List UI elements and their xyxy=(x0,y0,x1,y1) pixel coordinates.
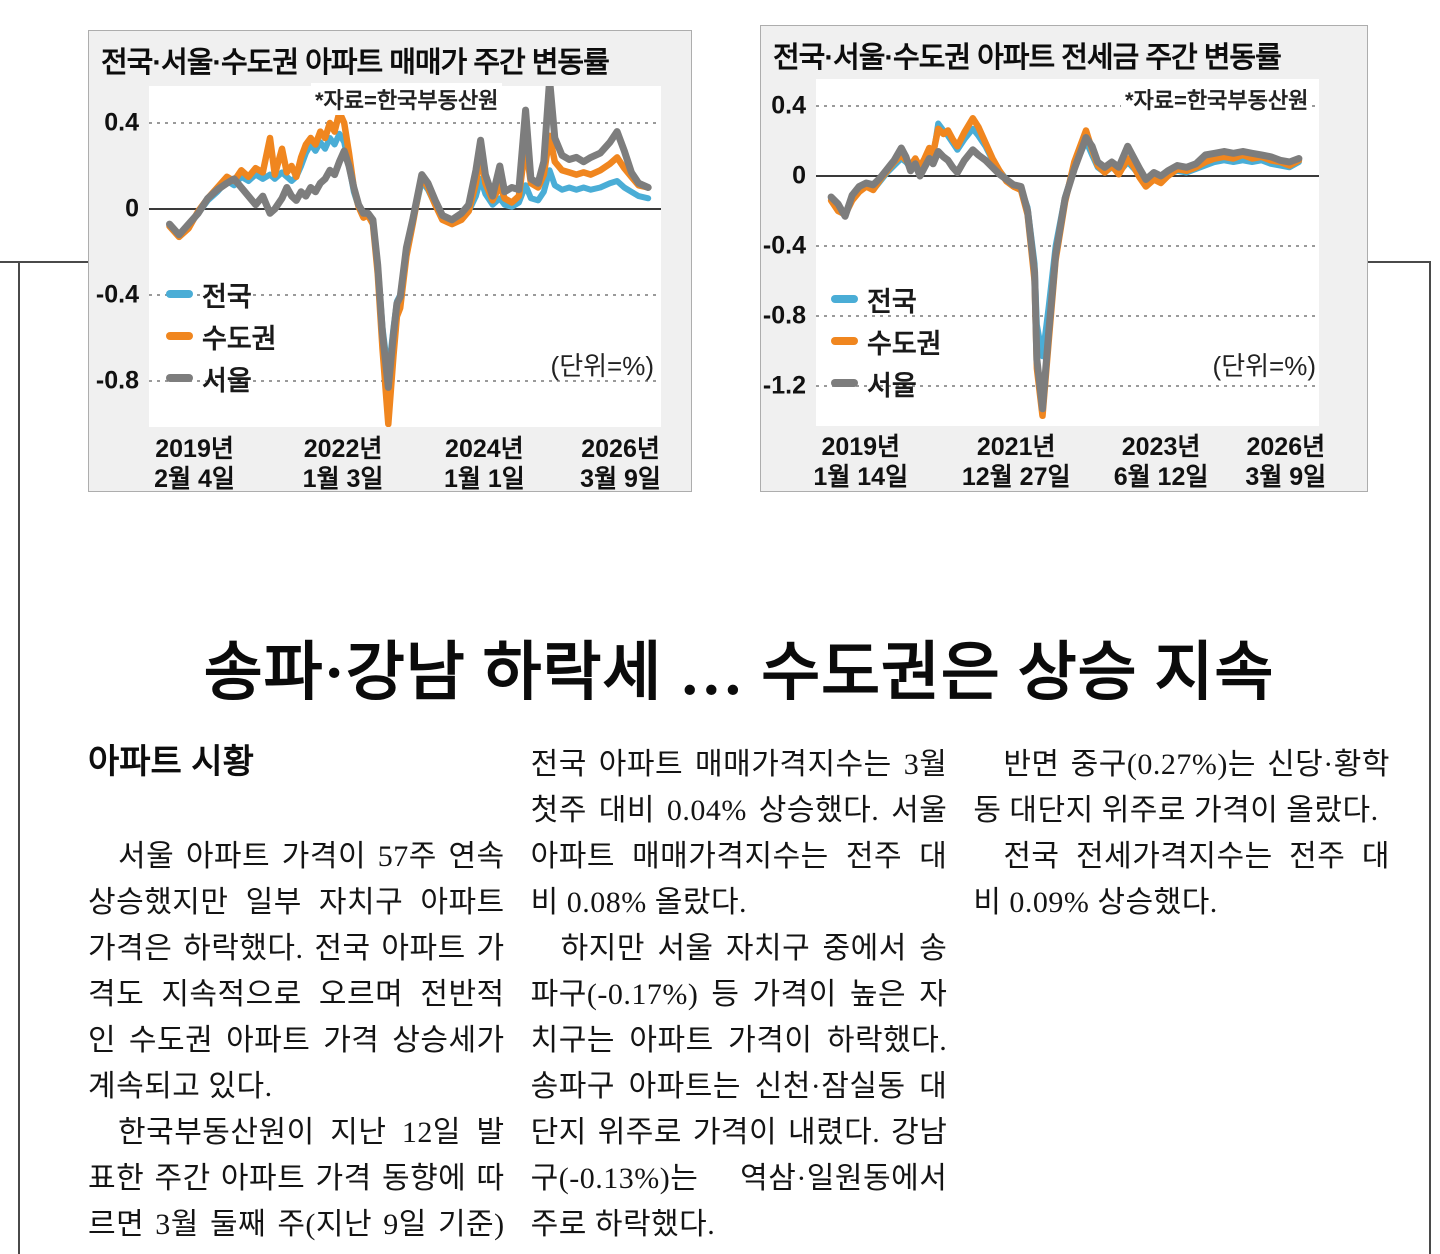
legend-label-seoul: 서울 xyxy=(202,365,252,396)
metro-color-chip xyxy=(831,337,858,345)
chart-title: 전국·서울·수도권 아파트 전세금 주간 변동률 xyxy=(773,42,1282,74)
unit-label: (단위=%) xyxy=(1212,351,1316,381)
article-body: 아파트 시황 서울 아파트 가격이 57주 연속 상승했지만 일부 자치구 아파… xyxy=(88,742,1390,1254)
y-axis-label: -0.4 xyxy=(762,231,806,260)
y-axis-label: -0.8 xyxy=(95,366,139,395)
series-line-서울 xyxy=(166,86,652,391)
y-axis-label: 0 xyxy=(792,161,806,190)
article-paragraph: 서울 아파트 가격이 57주 연속 상승했지만 일부 자치구 아파트 가격은 하… xyxy=(88,840,505,1103)
legend-label-national: 전국 xyxy=(202,281,252,312)
article-headline: 송파·강남 하락세 … 수도권은 상승 지속 xyxy=(203,636,1275,708)
x-axis-label-date: 3월 9일 xyxy=(580,465,661,493)
x-axis-label-date: 2월 4일 xyxy=(154,465,235,493)
legend-label-seoul: 서울 xyxy=(867,370,917,401)
x-axis-label-year: 2024년 xyxy=(445,435,524,463)
national-color-chip xyxy=(166,290,193,298)
frame-rule-right xyxy=(1429,261,1431,1254)
article-paragraph: 한국부동산원이 지난 12일 발표한 주간 아파트 가격 동향에 따르면 3월 … xyxy=(88,748,948,1241)
y-axis-label: 0.4 xyxy=(771,91,806,120)
x-axis-label: 2026년 3월 9일 xyxy=(580,434,661,494)
chart-panel-jeonse-price: 전국·서울·수도권 아파트 전세금 주간 변동률 *자료=한국부동산원 (단위=… xyxy=(760,25,1368,492)
x-axis-label: 2022년 1월 3일 xyxy=(303,434,384,494)
national-color-chip xyxy=(831,295,858,303)
x-axis-label: 2024년 1월 1일 xyxy=(444,434,525,494)
x-axis-label-year: 2019년 xyxy=(821,433,901,461)
legend-label-national: 전국 xyxy=(867,286,917,317)
jeonse-price-line-chart xyxy=(816,79,1319,426)
legend-row-national: 전국 xyxy=(166,273,277,315)
source-note: *자료=한국부동산원 xyxy=(1121,83,1313,115)
x-axis-label-date: 1월 3일 xyxy=(302,465,384,493)
x-axis-label-date: 12월 27일 xyxy=(961,463,1071,491)
x-axis-label: 2019년 2월 4일 xyxy=(154,434,235,494)
article-paragraph: 전국 전세가격지수는 전주 대비 0.09% 상승했다. xyxy=(973,840,1390,919)
x-axis-label-date: 1월 14일 xyxy=(813,463,909,491)
frame-rule-top-left xyxy=(0,261,88,263)
plot-background xyxy=(816,79,1319,426)
x-axis-label-year: 2021년 xyxy=(976,433,1056,461)
x-axis-label-date: 6월 12일 xyxy=(1113,463,1209,491)
frame-rule-left xyxy=(18,261,20,1254)
chart-legend: 전국 수도권 서울 xyxy=(166,273,277,399)
x-axis-label-year: 2026년 xyxy=(581,435,660,463)
legend-row-metro: 수도권 xyxy=(831,320,942,362)
x-axis-label-year: 2022년 xyxy=(303,435,383,463)
x-axis-label-year: 2019년 xyxy=(155,435,234,463)
x-axis-label-date: 1월 1일 xyxy=(443,465,525,493)
article-kicker: 아파트 시황 xyxy=(88,743,254,781)
chart-panel-sale-price: 전국·서울·수도권 아파트 매매가 주간 변동률 *자료=한국부동산원 (단위=… xyxy=(88,30,692,494)
x-axis-label: 2023년 6월 12일 xyxy=(1114,432,1209,492)
chart-title: 전국·서울·수도권 아파트 매매가 주간 변동률 xyxy=(101,47,610,79)
series-line-서울 xyxy=(827,134,1303,413)
legend-label-metro: 수도권 xyxy=(202,323,277,354)
x-axis-label: 2021년 12월 27일 xyxy=(962,432,1071,492)
sale-price-line-chart xyxy=(149,86,661,427)
frame-rule-top-right xyxy=(1368,261,1431,263)
legend-row-metro: 수도권 xyxy=(166,315,277,357)
y-axis-label: -1.2 xyxy=(762,371,806,400)
seoul-color-chip xyxy=(831,379,858,387)
y-axis-label: -0.4 xyxy=(95,280,139,309)
legend-label-metro: 수도권 xyxy=(867,328,942,359)
source-note: *자료=한국부동산원 xyxy=(311,83,503,115)
x-axis-label-year: 2023년 xyxy=(1121,433,1201,461)
seoul-color-chip xyxy=(166,374,193,382)
x-axis-label-year: 2026년 xyxy=(1246,433,1326,461)
article-paragraph: 하지만 서울 자치구 중에서 송파구(-0.17%) 등 가격이 높은 자치구는… xyxy=(530,932,948,1241)
metro-color-chip xyxy=(166,332,193,340)
x-axis-label: 2019년 1월 14일 xyxy=(813,432,908,492)
x-axis-label: 2026년 3월 9일 xyxy=(1245,432,1326,492)
chart-legend: 전국 수도권 서울 xyxy=(831,278,942,404)
y-axis-label: 0.4 xyxy=(104,108,139,137)
article-paragraph: 반면 중구(0.27%)는 신당·황학동 대단지 위주로 가격이 올랐다. xyxy=(973,748,1390,827)
legend-row-seoul: 서울 xyxy=(831,362,942,404)
unit-label: (단위=%) xyxy=(550,351,654,381)
x-axis-label-date: 3월 9일 xyxy=(1245,463,1327,491)
legend-row-national: 전국 xyxy=(831,278,942,320)
y-axis-label: 0 xyxy=(125,194,139,223)
y-axis-label: -0.8 xyxy=(762,301,806,330)
legend-row-seoul: 서울 xyxy=(166,357,277,399)
